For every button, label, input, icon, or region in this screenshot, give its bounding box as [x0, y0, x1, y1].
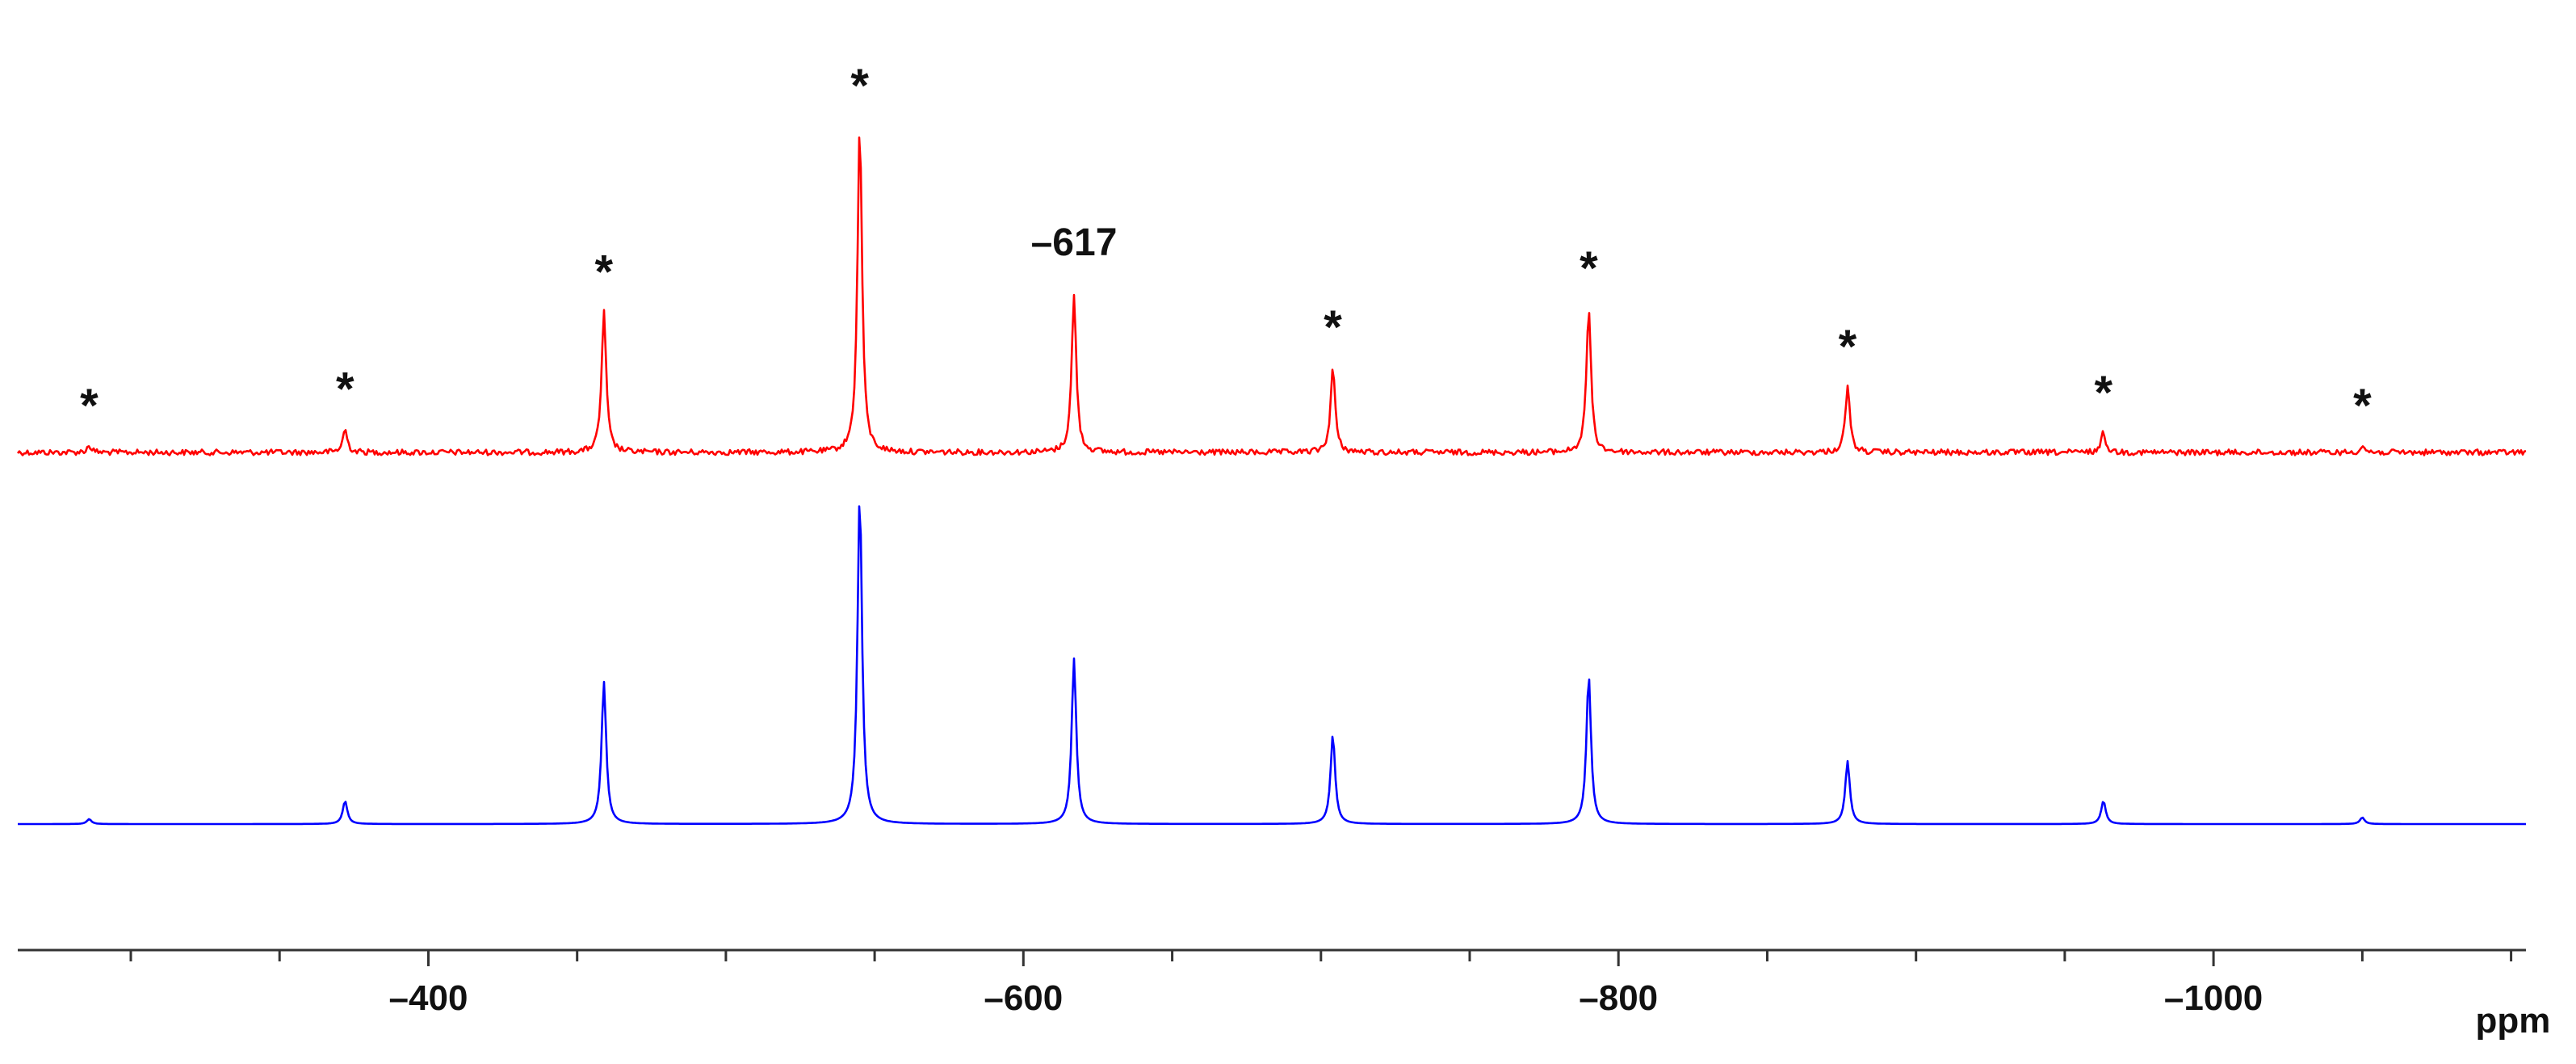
x-tick-label: –800: [1579, 978, 1658, 1018]
spinning-sideband-marker: *: [1580, 242, 1598, 295]
spinning-sideband-marker: *: [595, 246, 614, 298]
spinning-sideband-marker: *: [1324, 301, 1342, 354]
spectrum-trace-1: [16, 136, 2527, 456]
spinning-sideband-marker: *: [2353, 380, 2372, 432]
peak-annotations: * * * * –617 * * * * *: [80, 60, 2372, 432]
peak-shift-label: –617: [1031, 221, 1118, 264]
x-axis: –400 –600 –800 –1000: [18, 948, 2526, 1018]
x-tick-label: –1000: [2164, 978, 2263, 1018]
spinning-sideband-marker: *: [80, 380, 99, 432]
spinning-sideband-marker: *: [336, 364, 355, 416]
spinning-sideband-marker: *: [1839, 321, 1857, 373]
spectrum-trace-2: [18, 505, 2526, 826]
spinning-sideband-marker: *: [850, 60, 869, 112]
x-tick-label: –600: [984, 978, 1063, 1018]
x-tick-label: –400: [389, 978, 468, 1018]
x-axis-unit-label: ppm: [2476, 1001, 2551, 1041]
spectra-layer: [16, 136, 2527, 826]
spinning-sideband-marker: *: [2095, 367, 2113, 419]
